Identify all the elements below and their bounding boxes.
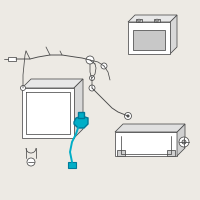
Polygon shape	[78, 112, 84, 118]
Polygon shape	[74, 116, 88, 128]
Polygon shape	[167, 150, 175, 156]
Circle shape	[27, 158, 35, 166]
Circle shape	[86, 56, 94, 64]
Polygon shape	[115, 132, 177, 156]
Circle shape	[156, 19, 158, 22]
Polygon shape	[133, 30, 165, 50]
Polygon shape	[136, 19, 142, 22]
Circle shape	[124, 112, 132, 119]
Polygon shape	[128, 15, 177, 22]
Circle shape	[89, 85, 95, 91]
Circle shape	[179, 137, 189, 147]
Polygon shape	[115, 124, 185, 132]
Polygon shape	[170, 15, 177, 54]
Circle shape	[90, 75, 95, 80]
Circle shape	[138, 19, 140, 22]
Polygon shape	[68, 162, 76, 168]
Polygon shape	[22, 88, 74, 138]
Polygon shape	[74, 79, 83, 138]
Polygon shape	[8, 57, 16, 61]
Polygon shape	[154, 19, 160, 22]
Circle shape	[101, 63, 107, 69]
Polygon shape	[177, 124, 185, 156]
Polygon shape	[117, 150, 125, 156]
Circle shape	[182, 140, 186, 144]
Polygon shape	[22, 79, 83, 88]
Polygon shape	[128, 22, 170, 54]
Circle shape	[21, 86, 26, 90]
Circle shape	[127, 115, 129, 117]
